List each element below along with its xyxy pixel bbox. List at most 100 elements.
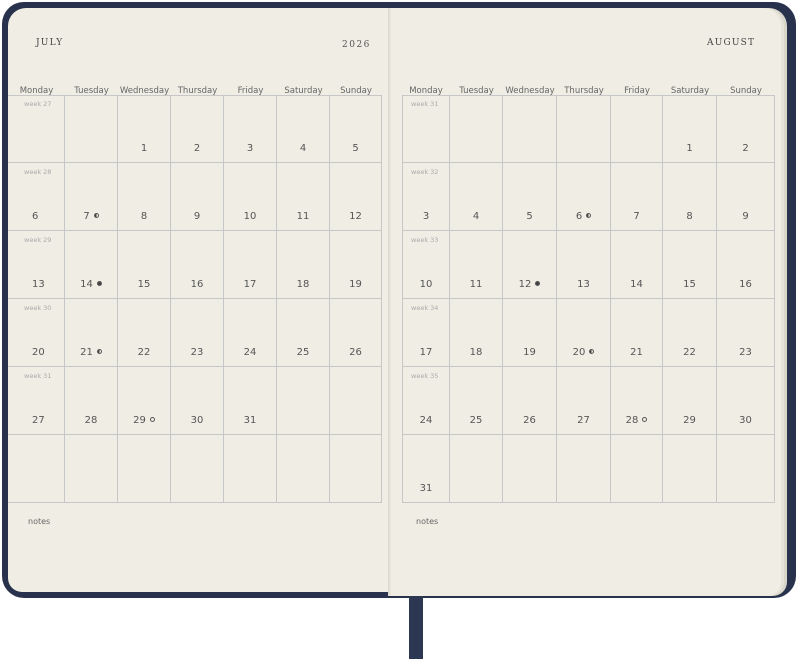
- day-cell[interactable]: 10: [224, 163, 277, 231]
- day-cell[interactable]: 1: [118, 95, 171, 163]
- day-number: 21: [630, 347, 643, 358]
- day-cell[interactable]: 26: [503, 367, 557, 435]
- day-cell[interactable]: week 27: [8, 95, 65, 163]
- day-cell[interactable]: [8, 435, 65, 503]
- day-cell[interactable]: 29: [118, 367, 171, 435]
- day-cell[interactable]: 20: [557, 299, 611, 367]
- day-cell[interactable]: 27: [557, 367, 611, 435]
- day-cell[interactable]: [224, 435, 277, 503]
- week-number: week 31: [411, 100, 439, 108]
- day-number: 9: [193, 211, 201, 222]
- day-cell[interactable]: [663, 435, 717, 503]
- day-cell[interactable]: week 35 24: [402, 367, 450, 435]
- bookmark-ribbon: [409, 596, 423, 659]
- day-number: 18: [469, 347, 483, 358]
- day-number: 8: [686, 211, 693, 222]
- day-cell[interactable]: 22: [663, 299, 717, 367]
- day-cell[interactable]: 7: [611, 163, 663, 231]
- day-cell[interactable]: 13: [557, 231, 611, 299]
- day-cell[interactable]: week 33 10: [402, 231, 450, 299]
- day-cell[interactable]: week 30 20: [8, 299, 65, 367]
- day-cell[interactable]: 2: [717, 95, 775, 163]
- day-cell[interactable]: [611, 95, 663, 163]
- day-cell[interactable]: 1: [663, 95, 717, 163]
- day-cell[interactable]: 19: [330, 231, 382, 299]
- day-cell[interactable]: 12: [503, 231, 557, 299]
- day-cell[interactable]: [450, 435, 503, 503]
- day-cell[interactable]: [330, 435, 382, 503]
- day-cell[interactable]: [330, 367, 382, 435]
- week-number: week 33: [411, 236, 439, 244]
- day-cell[interactable]: week 31: [402, 95, 450, 163]
- day-number: 13: [577, 279, 590, 290]
- day-cell[interactable]: 18: [277, 231, 330, 299]
- day-cell[interactable]: [171, 435, 224, 503]
- day-cell[interactable]: 31: [402, 435, 450, 503]
- day-cell[interactable]: [557, 95, 611, 163]
- day-cell[interactable]: 9: [717, 163, 775, 231]
- day-cell[interactable]: 2: [171, 95, 224, 163]
- day-cell[interactable]: 25: [450, 367, 503, 435]
- day-cell[interactable]: [503, 435, 557, 503]
- day-cell[interactable]: 21: [611, 299, 663, 367]
- day-number: 26: [349, 347, 362, 358]
- day-number: 12: [518, 279, 532, 290]
- day-cell[interactable]: 5: [503, 163, 557, 231]
- grid-top-line: [402, 95, 775, 96]
- day-cell[interactable]: 28: [611, 367, 663, 435]
- day-cell[interactable]: 3: [224, 95, 277, 163]
- day-cell[interactable]: [557, 435, 611, 503]
- day-cell[interactable]: 14: [611, 231, 663, 299]
- day-cell[interactable]: [611, 435, 663, 503]
- day-cell[interactable]: 18: [450, 299, 503, 367]
- day-cell[interactable]: [450, 95, 503, 163]
- day-cell[interactable]: [277, 435, 330, 503]
- day-cell[interactable]: 25: [277, 299, 330, 367]
- day-cell[interactable]: 22: [118, 299, 171, 367]
- day-cell[interactable]: 8: [663, 163, 717, 231]
- day-cell[interactable]: 17: [224, 231, 277, 299]
- day-cell[interactable]: 31: [224, 367, 277, 435]
- day-cell[interactable]: [65, 435, 118, 503]
- day-cell[interactable]: 8: [118, 163, 171, 231]
- day-cell[interactable]: 24: [224, 299, 277, 367]
- day-cell[interactable]: 23: [171, 299, 224, 367]
- day-cell[interactable]: 5: [330, 95, 382, 163]
- day-cell[interactable]: [277, 367, 330, 435]
- day-cell[interactable]: 30: [171, 367, 224, 435]
- day-cell[interactable]: 11: [277, 163, 330, 231]
- day-cell[interactable]: week 34 17: [402, 299, 450, 367]
- day-cell[interactable]: [503, 95, 557, 163]
- new-moon-icon: [96, 281, 102, 286]
- day-cell[interactable]: 26: [330, 299, 382, 367]
- day-number: 4: [472, 211, 480, 222]
- day-cell[interactable]: 6: [557, 163, 611, 231]
- day-cell[interactable]: 11: [450, 231, 503, 299]
- day-cell[interactable]: 14: [65, 231, 118, 299]
- day-cell[interactable]: 23: [717, 299, 775, 367]
- day-cell[interactable]: 29: [663, 367, 717, 435]
- day-cell[interactable]: 15: [663, 231, 717, 299]
- day-cell[interactable]: [65, 95, 118, 163]
- day-cell[interactable]: week 31 27: [8, 367, 65, 435]
- day-cell[interactable]: week 28 6: [8, 163, 65, 231]
- day-cell[interactable]: 4: [277, 95, 330, 163]
- day-cell[interactable]: 16: [717, 231, 775, 299]
- right-page-august: AUGUST notes Monday Tuesday Wednesday Thurs…: [391, 8, 781, 596]
- day-cell[interactable]: 28: [65, 367, 118, 435]
- day-cell[interactable]: 30: [717, 367, 775, 435]
- day-cell[interactable]: [717, 435, 775, 503]
- day-cell[interactable]: week 32 3: [402, 163, 450, 231]
- month-title: JULY: [36, 38, 64, 48]
- day-number: 24: [243, 347, 257, 358]
- day-cell[interactable]: 12: [330, 163, 382, 231]
- day-cell[interactable]: 19: [503, 299, 557, 367]
- day-cell[interactable]: 21: [65, 299, 118, 367]
- day-cell[interactable]: 16: [171, 231, 224, 299]
- day-cell[interactable]: 4: [450, 163, 503, 231]
- day-cell[interactable]: [118, 435, 171, 503]
- day-cell[interactable]: 15: [118, 231, 171, 299]
- day-cell[interactable]: week 29 13: [8, 231, 65, 299]
- day-cell[interactable]: 9: [171, 163, 224, 231]
- day-cell[interactable]: 7: [65, 163, 118, 231]
